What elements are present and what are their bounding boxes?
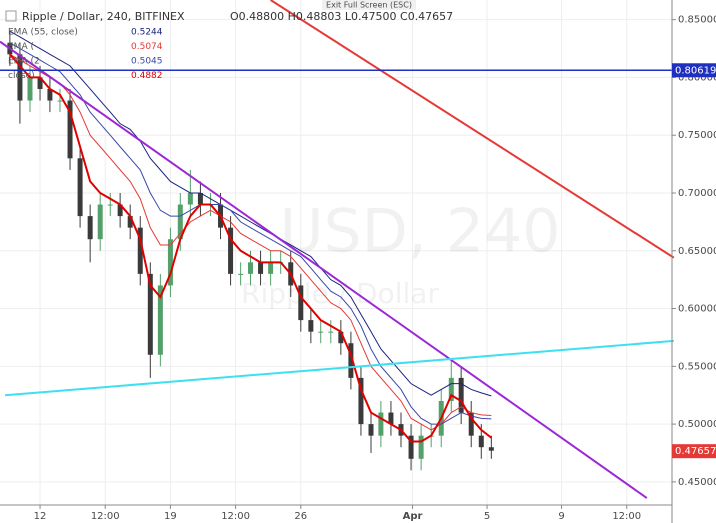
- x-tick-label: 26: [294, 511, 307, 522]
- axes: 0.85000 0.80000 0.75000 0.70000 0.65000 0.600…: [34, 15, 716, 522]
- candle-body: [328, 331, 334, 333]
- y-tick-label: 0.80000: [678, 72, 716, 83]
- x-tick-label: 12:00: [91, 511, 120, 522]
- candle-body: [368, 424, 374, 436]
- candle-body: [197, 192, 203, 205]
- watermark: USD, 240: [280, 197, 561, 267]
- indicator-value: 0.4882: [131, 71, 163, 81]
- candle-body: [248, 262, 254, 274]
- x-tick-label: 12:00: [612, 511, 641, 522]
- candle-body: [87, 216, 93, 240]
- candle-body: [27, 77, 33, 101]
- candle-body: [418, 435, 424, 459]
- candle-body: [488, 447, 494, 451]
- candle-body: [67, 100, 73, 159]
- candle-body: [318, 331, 324, 333]
- indicator-name: EMA (55, close): [8, 28, 78, 38]
- candle-body: [167, 239, 173, 286]
- candle-body: [97, 204, 103, 240]
- grid: [0, 0, 672, 505]
- trend-line: [270, 0, 675, 259]
- indicator-name: EMA (2: [8, 57, 40, 67]
- candle-body: [147, 273, 153, 355]
- candle-body: [468, 412, 474, 436]
- ema-line: [9, 30, 492, 397]
- candle-body: [238, 273, 244, 275]
- indicator-name: close): [8, 71, 35, 81]
- candle-body: [388, 412, 394, 425]
- trend-line: [0, 40, 648, 499]
- candle-body: [258, 262, 264, 274]
- y-tick-label: 0.85000: [678, 15, 716, 26]
- candle-body: [228, 227, 234, 274]
- plot: [0, 0, 675, 499]
- candle-body: [137, 227, 143, 274]
- price-tag: [672, 63, 716, 78]
- candle-body: [308, 320, 314, 332]
- symbol-title: Ripple / Dollar, 240, BITFINEX: [22, 10, 185, 23]
- candle-body: [117, 204, 123, 217]
- candle-body: [298, 285, 304, 321]
- last-price-tag: [672, 444, 716, 459]
- indicator-value: 0.5045: [131, 57, 163, 67]
- x-tick-label: 12: [34, 511, 47, 522]
- tooltip-bg[interactable]: [322, 0, 416, 10]
- icon[interactable]: [5, 10, 17, 22]
- candle-body: [77, 158, 83, 217]
- candle-body: [157, 285, 163, 355]
- candle-body: [268, 262, 274, 274]
- indicator-value: 0.5244: [131, 28, 163, 38]
- candle-body: [348, 343, 354, 378]
- candle-body: [177, 204, 183, 240]
- candle-body: [448, 377, 454, 401]
- x-tick-label: 12:00: [221, 511, 250, 522]
- candle-body: [478, 435, 484, 448]
- candle-body: [378, 412, 384, 436]
- y-tick-label: 0.70000: [678, 188, 716, 199]
- candle-body: [338, 331, 344, 344]
- candle-body: [17, 54, 23, 101]
- candle-body: [127, 216, 133, 228]
- last-price-label: 0.47657: [675, 446, 716, 457]
- x-tick-label: Apr: [403, 511, 423, 522]
- ohlc: O0.48800 H0.48803 L0.47500 C0.47657: [230, 10, 453, 23]
- ema-line: [9, 42, 492, 425]
- y-tick-label: 0.55000: [678, 361, 716, 372]
- candle-body: [358, 377, 364, 425]
- x-tick-label: 9: [558, 511, 564, 522]
- candle-body: [458, 377, 464, 413]
- candle-body: [37, 77, 43, 89]
- price-tag-label: 0.80619: [675, 65, 716, 76]
- indicator-value: 0.5074: [131, 42, 163, 52]
- candle-body: [187, 192, 193, 205]
- indicator-name: EMA (: [8, 42, 34, 52]
- candle-body: [107, 204, 113, 206]
- y-tick-label: 0.75000: [678, 130, 716, 141]
- candle-body: [47, 88, 53, 101]
- candle-body: [57, 100, 63, 102]
- y-tick-label: 0.65000: [678, 246, 716, 257]
- x-tick-label: 5: [484, 511, 490, 522]
- x-tick-label: 19: [164, 511, 177, 522]
- trend-line: [4, 339, 674, 397]
- ema-line: [9, 53, 492, 443]
- legend: Ripple / Dollar, 240, BITFINEX O0.48800 …: [5, 10, 453, 81]
- candle-body: [408, 435, 414, 459]
- y-tick-label: 0.45000: [678, 477, 716, 488]
- y-tick-label: 0.50000: [678, 419, 716, 430]
- ema-line: [9, 53, 492, 431]
- tooltip[interactable]: Exit Full Screen (ESC): [326, 1, 412, 10]
- y-tick-label: 0.60000: [678, 304, 716, 315]
